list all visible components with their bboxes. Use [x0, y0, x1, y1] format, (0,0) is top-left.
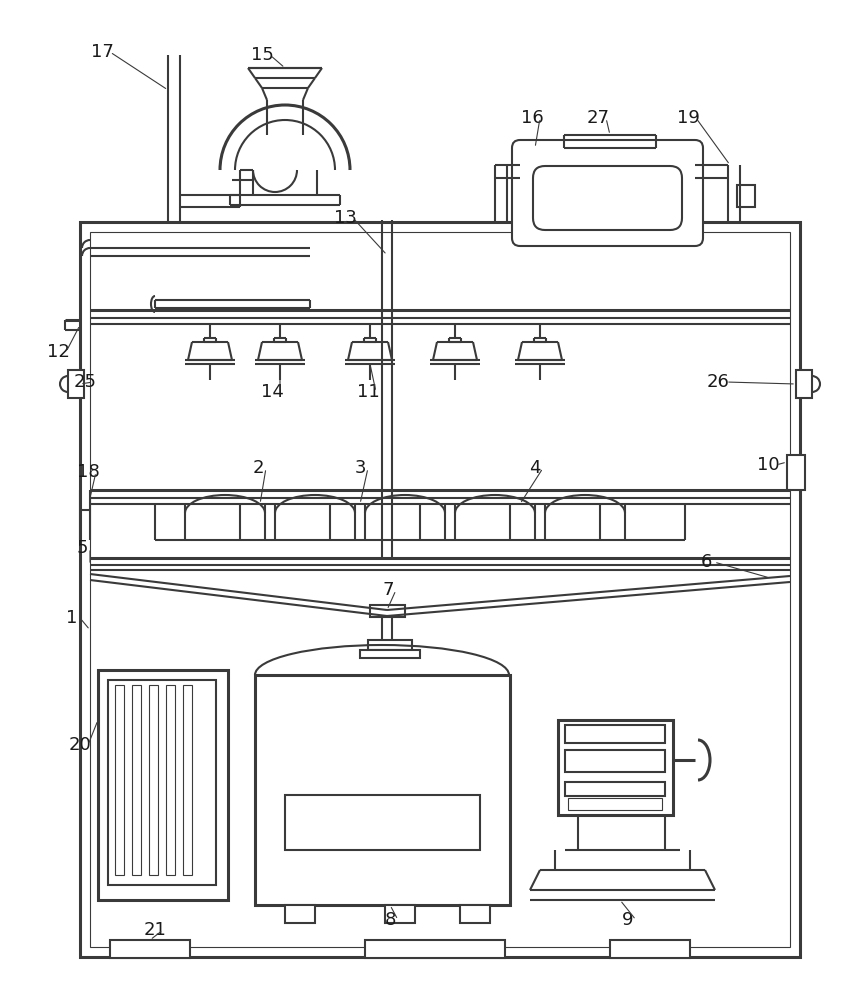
Bar: [360, 650, 420, 658]
Bar: [110, 940, 190, 958]
Text: 21: 21: [144, 921, 166, 939]
Bar: [565, 750, 665, 772]
Bar: [385, 905, 415, 923]
FancyBboxPatch shape: [512, 140, 703, 246]
Bar: [365, 940, 505, 958]
Text: 12: 12: [47, 343, 69, 361]
Bar: [565, 725, 665, 743]
Bar: [166, 685, 175, 875]
Text: 15: 15: [251, 46, 273, 64]
Text: 16: 16: [520, 109, 544, 127]
Text: 14: 14: [261, 383, 284, 401]
FancyBboxPatch shape: [533, 166, 682, 230]
Bar: [255, 675, 510, 905]
Text: 4: 4: [529, 459, 541, 477]
Bar: [565, 782, 665, 796]
Bar: [98, 670, 228, 900]
Text: 26: 26: [707, 373, 729, 391]
Text: 3: 3: [355, 459, 366, 477]
Bar: [460, 905, 490, 923]
Bar: [796, 370, 812, 398]
Bar: [610, 940, 690, 958]
Text: 27: 27: [586, 109, 610, 127]
Text: 6: 6: [701, 553, 712, 571]
Bar: [737, 185, 755, 207]
Text: 20: 20: [68, 736, 91, 754]
Text: 5: 5: [76, 539, 88, 557]
Text: 8: 8: [384, 911, 395, 929]
Bar: [149, 685, 158, 875]
Bar: [370, 605, 405, 617]
Bar: [558, 720, 673, 815]
Text: 11: 11: [356, 383, 380, 401]
Text: 25: 25: [74, 373, 96, 391]
Bar: [368, 640, 412, 650]
Bar: [68, 370, 84, 398]
Bar: [183, 685, 192, 875]
Bar: [115, 685, 124, 875]
Bar: [108, 680, 216, 885]
Text: 10: 10: [757, 456, 779, 474]
Text: 9: 9: [623, 911, 634, 929]
Bar: [285, 905, 315, 923]
Text: 19: 19: [676, 109, 700, 127]
Bar: [80, 222, 800, 957]
Bar: [568, 798, 662, 810]
Bar: [285, 795, 480, 850]
Text: 17: 17: [90, 43, 114, 61]
Text: 1: 1: [66, 609, 78, 627]
Text: 2: 2: [252, 459, 264, 477]
Text: 18: 18: [76, 463, 100, 481]
Bar: [132, 685, 141, 875]
Bar: [787, 455, 805, 490]
Bar: [90, 232, 790, 947]
Text: 7: 7: [382, 581, 394, 599]
Text: 13: 13: [334, 209, 356, 227]
